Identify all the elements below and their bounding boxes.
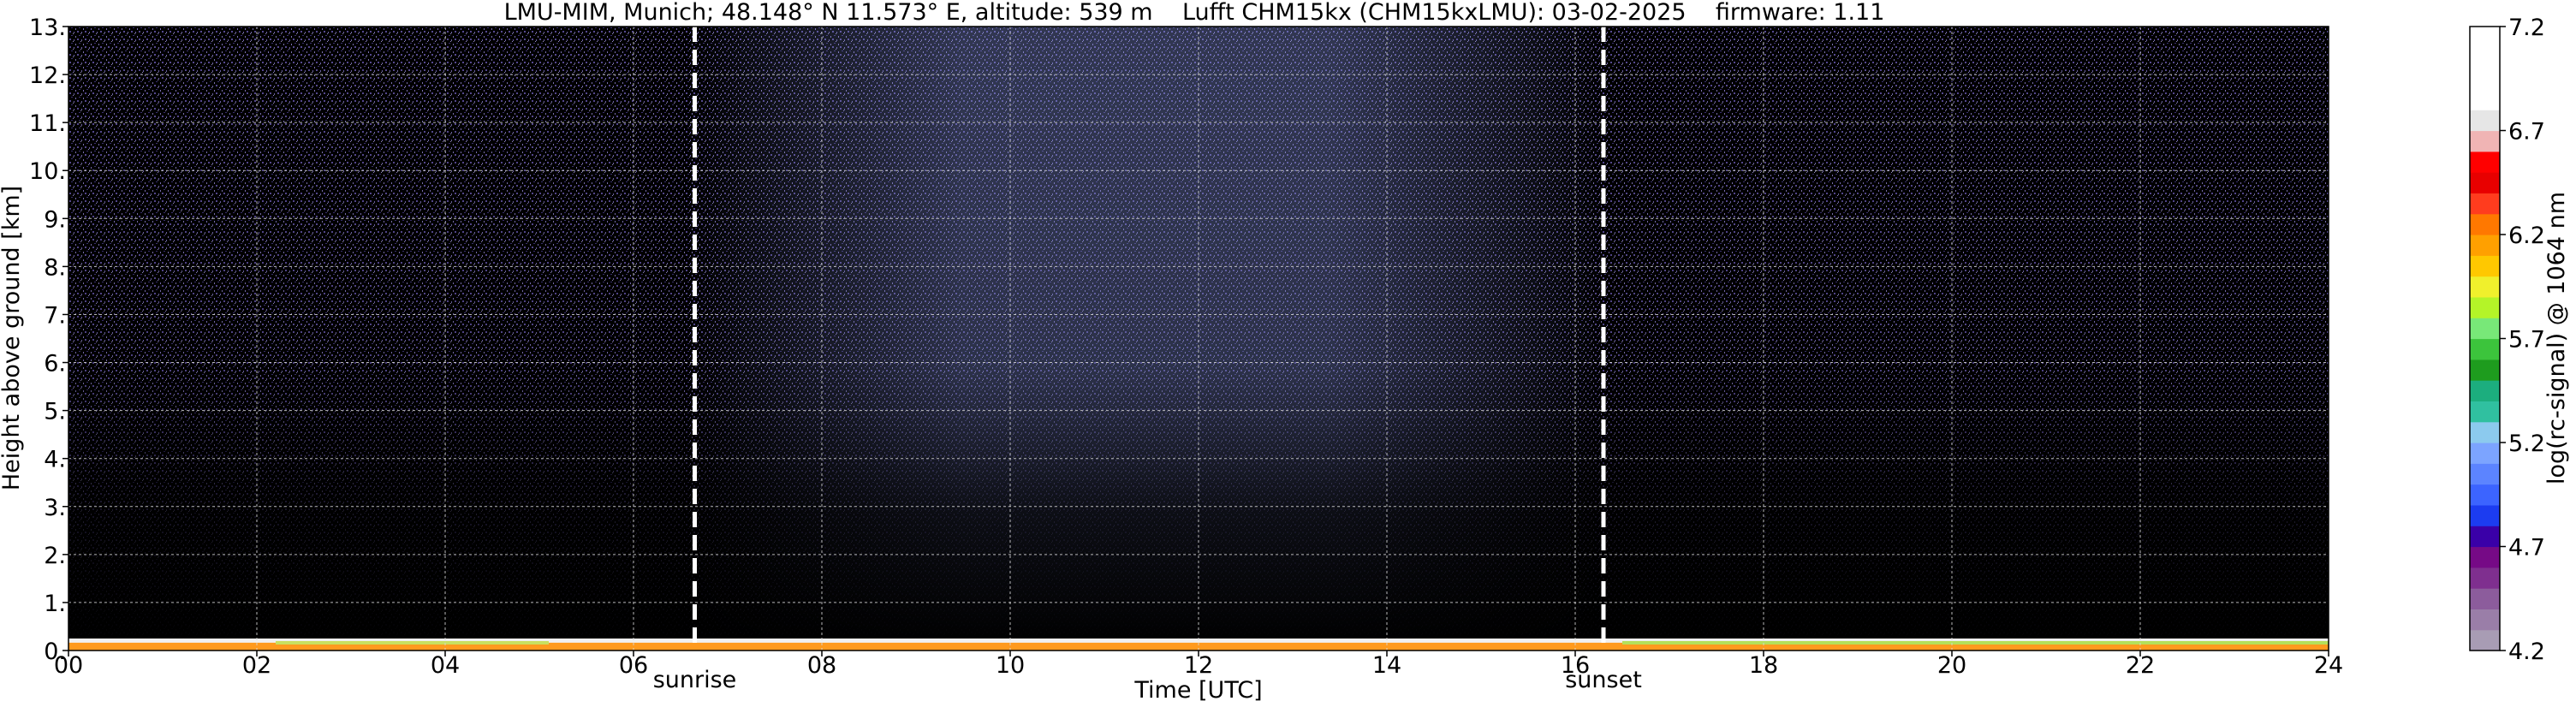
- colorbar-swatch: [2470, 296, 2500, 318]
- colorbar: 4.2 4.7 5.2 5.7 6.2 6.7 7.2 log(rc-signal) @ 1…: [2469, 15, 2570, 665]
- colorbar-tick-label: 5.2: [2508, 431, 2545, 457]
- surface-layer-evening-patch: [1622, 640, 2329, 645]
- colorbar-tick-label: 5.7: [2508, 327, 2545, 354]
- x-tick-label: 08: [807, 652, 836, 679]
- x-axis-ticks: 00 02 04 06 08 10 12 14 16 18 20 22 24: [54, 651, 2343, 679]
- colorbar-swatch: [2470, 629, 2500, 651]
- surface-layer-top: [68, 638, 2329, 643]
- colorbar-swatch: [2470, 318, 2500, 340]
- y-tick-label: 8.: [44, 254, 66, 281]
- colorbar-swatch: [2470, 401, 2500, 423]
- y-tick-label: 3.: [44, 495, 66, 521]
- x-tick-label: 10: [996, 652, 1025, 679]
- x-tick-label: 14: [1372, 652, 1401, 679]
- colorbar-swatch: [2470, 193, 2500, 215]
- colorbar-swatch: [2470, 47, 2500, 69]
- y-tick-label: 5.: [44, 399, 66, 425]
- colorbar-swatch: [2470, 151, 2500, 173]
- colorbar-swatch: [2470, 484, 2500, 506]
- colorbar-swatch: [2470, 504, 2500, 526]
- colorbar-swatch: [2470, 380, 2500, 401]
- y-tick-label: 13.: [29, 15, 66, 41]
- y-axis-label: Height above ground [km]: [0, 186, 25, 490]
- y-tick-label: 12.: [29, 62, 66, 89]
- colorbar-swatch: [2470, 88, 2500, 110]
- x-tick-label: 16: [1561, 652, 1590, 679]
- colorbar-swatch: [2470, 110, 2500, 132]
- colorbar-swatch: [2470, 567, 2500, 589]
- y-tick-label: 7.: [44, 302, 66, 329]
- colorbar-swatch: [2470, 213, 2500, 235]
- colorbar-swatch: [2470, 235, 2500, 256]
- colorbar-swatch: [2470, 255, 2500, 277]
- colorbar-swatches: [2470, 27, 2500, 651]
- chart-title: LMU-MIM, Munich; 48.148° N 11.573° E, al…: [504, 0, 1885, 26]
- colorbar-swatch: [2470, 172, 2500, 193]
- x-tick-label: 24: [2314, 652, 2343, 679]
- colorbar-swatch: [2470, 276, 2500, 298]
- y-axis-ticks: 0. 1. 2. 3. 4. 5. 6. 7. 8. 9. 10. 11. 12. 13.: [29, 15, 68, 665]
- colorbar-swatch: [2470, 588, 2500, 609]
- x-tick-label: 18: [1749, 652, 1778, 679]
- colorbar-swatch: [2470, 27, 2500, 48]
- surface-layer-morning-patch: [276, 640, 549, 645]
- colorbar-tick-label: 4.2: [2508, 639, 2545, 665]
- x-axis-label: Time [UTC]: [1133, 677, 1262, 704]
- colorbar-swatch: [2470, 463, 2500, 485]
- colorbar-swatch: [2470, 359, 2500, 381]
- y-tick-label: 1.: [44, 591, 66, 617]
- colorbar-tick-label: 7.2: [2508, 15, 2545, 41]
- colorbar-swatch: [2470, 130, 2500, 152]
- sunrise-label: sunrise: [653, 667, 737, 693]
- x-tick-label: 22: [2126, 652, 2155, 679]
- x-tick-label: 02: [242, 652, 271, 679]
- grid: [68, 27, 2329, 651]
- y-tick-label: 11.: [29, 110, 66, 137]
- colorbar-swatch: [2470, 443, 2500, 464]
- sun-marker-labels: sunrise sunset: [653, 667, 1642, 693]
- y-tick-label: 2.: [44, 543, 66, 569]
- colorbar-swatch: [2470, 546, 2500, 568]
- colorbar-swatch: [2470, 526, 2500, 548]
- sunset-label: sunset: [1565, 667, 1642, 693]
- colorbar-swatch: [2470, 609, 2500, 631]
- colorbar-ticks: 4.2 4.7 5.2 5.7 6.2 6.7 7.2: [2500, 15, 2545, 665]
- colorbar-swatch: [2470, 68, 2500, 90]
- y-tick-label: 6.: [44, 351, 66, 377]
- x-tick-label: 12: [1184, 652, 1213, 679]
- y-tick-label: 9.: [44, 206, 66, 233]
- colorbar-label: log(rc-signal) @ 1064 nm: [2543, 192, 2570, 484]
- y-tick-label: 4.: [44, 447, 66, 473]
- colorbar-tick-label: 6.2: [2508, 223, 2545, 249]
- plot-area: [68, 26, 2329, 651]
- sun-markers: [693, 27, 1606, 651]
- colorbar-tick-label: 6.7: [2508, 119, 2545, 146]
- colorbar-swatch: [2470, 338, 2500, 360]
- colorbar-swatch: [2470, 421, 2500, 443]
- colorbar-tick-label: 4.7: [2508, 535, 2545, 561]
- x-tick-label: 20: [1937, 652, 1966, 679]
- x-tick-label: 06: [619, 652, 648, 679]
- x-tick-label: 04: [431, 652, 460, 679]
- y-tick-label: 0.: [44, 639, 66, 665]
- y-tick-label: 10.: [29, 158, 66, 185]
- x-tick-label: 00: [54, 652, 83, 679]
